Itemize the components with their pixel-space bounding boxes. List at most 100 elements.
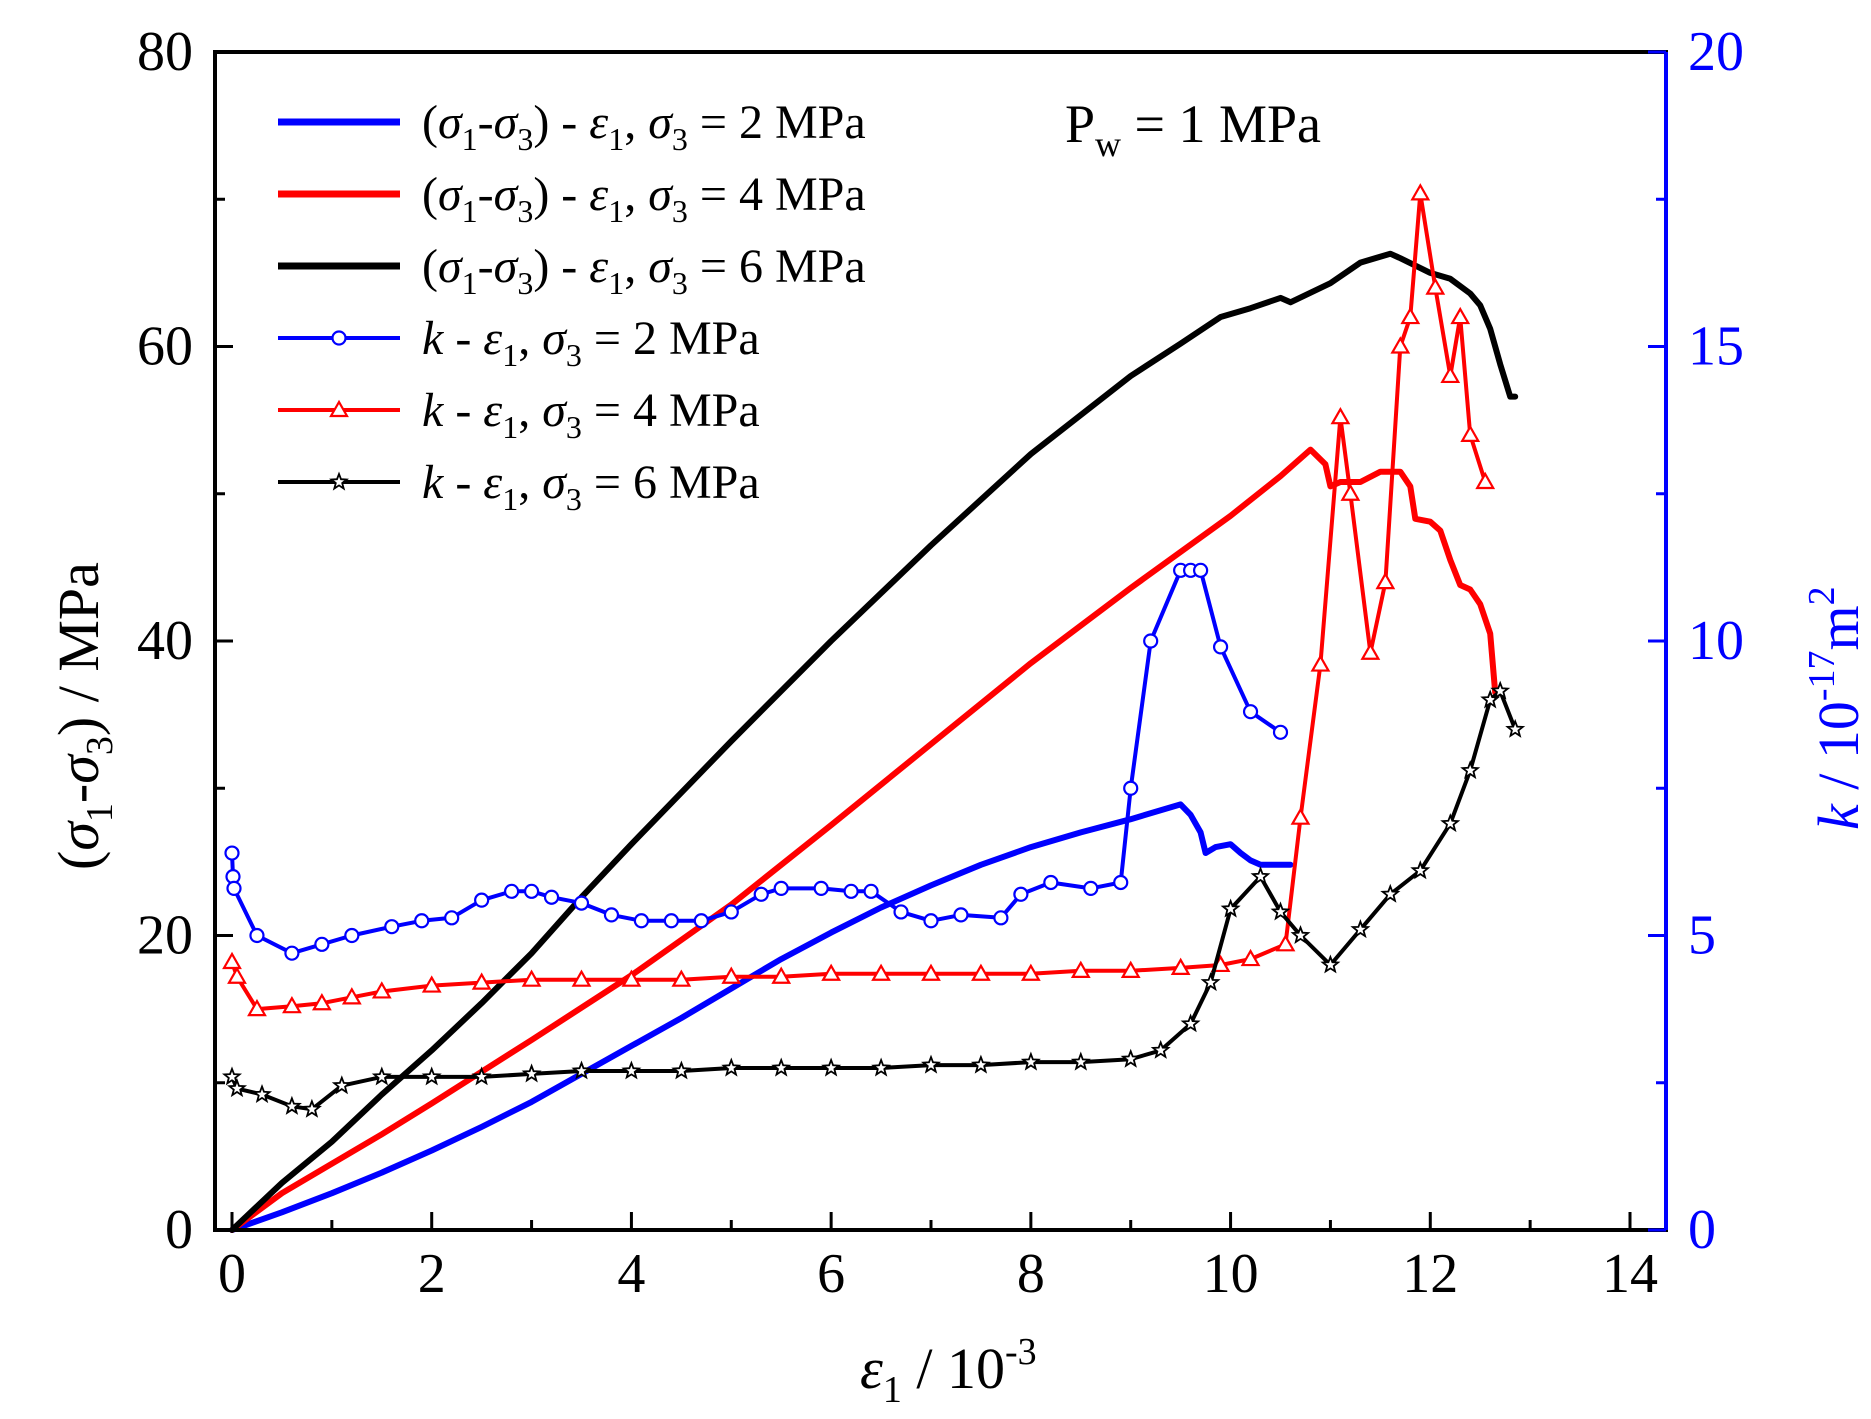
- plot-lines: [221, 183, 1526, 1233]
- legend-label: k - ε1, σ3 = 6 MPa: [422, 456, 760, 517]
- data-point: [251, 1083, 273, 1104]
- data-point: [821, 1057, 842, 1077]
- data-point: [1475, 471, 1496, 490]
- legend: (σ1-σ3) - ε1, σ3 = 2 MPa (σ1-σ3) - ε1, σ3…: [278, 96, 866, 517]
- series-6: [221, 680, 1526, 1118]
- data-point: [571, 1060, 592, 1080]
- legend-item: (σ1-σ3) - ε1, σ3 = 6 MPa: [278, 240, 866, 301]
- legend-marker: [331, 330, 347, 346]
- data-point: [771, 966, 792, 984]
- data-point: [573, 895, 590, 911]
- data-point: [1310, 654, 1331, 672]
- data-point: [1440, 365, 1461, 384]
- data-point: [1290, 924, 1311, 945]
- data-point: [1490, 680, 1511, 700]
- annotation-pw: Pw = 1 MPa: [1065, 94, 1321, 164]
- svg-text:(σ1-σ3) / MPa: (σ1-σ3) / MPa: [46, 562, 121, 870]
- data-point: [663, 913, 679, 929]
- data-point: [444, 910, 460, 926]
- series-line: [229, 250, 1519, 1233]
- data-point: [1083, 880, 1099, 896]
- data-point: [771, 1057, 792, 1077]
- data-point: [953, 907, 969, 923]
- data-point: [1410, 183, 1431, 201]
- data-point: [471, 1066, 492, 1086]
- svg-text:Pw = 1 MPa: Pw = 1 MPa: [1065, 94, 1321, 164]
- data-point: [301, 1098, 322, 1118]
- axis-ticks: 0 2 4 6 8 10 12 14 0 20 40 60 80 0 5 10 15 20: [137, 21, 1744, 1305]
- x-axis-label: ε1 / 10-3: [860, 1331, 1037, 1411]
- data-point: [504, 883, 520, 899]
- data-point: [1390, 336, 1411, 354]
- series-line: [229, 801, 1294, 1233]
- data-point: [421, 975, 442, 993]
- data-point: [1070, 960, 1091, 978]
- data-point: [1270, 901, 1291, 921]
- data-point: [226, 880, 242, 896]
- legend-marker: [329, 399, 349, 418]
- y-left-tick-label: 80: [137, 21, 193, 83]
- legend-label: (σ1-σ3) - ε1, σ3 = 6 MPa: [422, 240, 866, 301]
- data-point: [1460, 424, 1481, 442]
- data-point: [341, 987, 362, 1005]
- data-point: [247, 998, 267, 1017]
- data-point: [227, 966, 247, 984]
- legend-label: k - ε1, σ3 = 2 MPa: [422, 312, 760, 373]
- series-line: [229, 446, 1499, 1233]
- data-point: [1123, 780, 1139, 796]
- data-point: [1013, 886, 1029, 902]
- data-point: [1380, 883, 1401, 903]
- data-point: [1250, 866, 1271, 886]
- series-line: [230, 689, 1518, 1112]
- data-point: [721, 966, 742, 984]
- data-point: [621, 1060, 642, 1080]
- data-point: [813, 880, 829, 896]
- series-line: [230, 191, 1488, 1012]
- data-point: [371, 981, 392, 999]
- data-point: [1320, 954, 1341, 974]
- x-tick-label: 6: [817, 1243, 845, 1305]
- legend-marker: [329, 471, 349, 491]
- data-point: [1375, 571, 1396, 590]
- data-point: [1275, 934, 1296, 952]
- data-point: [1410, 860, 1431, 880]
- series-5: [222, 183, 1496, 1017]
- data-point: [311, 993, 332, 1011]
- data-point: [1150, 1039, 1171, 1059]
- data-point: [1120, 1048, 1141, 1068]
- legend-label: k - ε1, σ3 = 4 MPa: [422, 384, 760, 445]
- y-right-tick-label: 15: [1688, 316, 1744, 378]
- svg-text:ε1 / 10-3: ε1 / 10-3: [860, 1331, 1037, 1411]
- data-point: [1193, 562, 1209, 578]
- data-point: [863, 883, 879, 899]
- data-point: [671, 1060, 692, 1080]
- series-2: [229, 446, 1499, 1233]
- data-point: [723, 904, 739, 920]
- data-point: [1360, 642, 1381, 660]
- y-left-tick-label: 20: [137, 905, 193, 967]
- data-point: [1113, 874, 1129, 891]
- data-point: [603, 907, 620, 923]
- data-point: [414, 913, 430, 929]
- data-point: [474, 892, 490, 908]
- data-point: [331, 1075, 352, 1095]
- data-point: [1180, 1013, 1201, 1033]
- y-left-axis-label: (σ1-σ3) / MPa: [46, 562, 121, 870]
- legend-item: k - ε1, σ3 = 4 MPa: [278, 384, 760, 445]
- series-4: [224, 562, 1289, 961]
- data-point: [1460, 760, 1481, 780]
- data-point: [1070, 1051, 1091, 1071]
- svg-text:k / 10-17m2: k / 10-17m2: [1801, 586, 1871, 830]
- data-point: [1240, 948, 1261, 967]
- data-point: [821, 963, 842, 981]
- data-point: [1272, 724, 1289, 740]
- y-right-axis-label: k / 10-17m2: [1801, 586, 1871, 830]
- y-left-tick-label: 60: [137, 316, 193, 378]
- data-point: [571, 969, 592, 987]
- data-point: [671, 969, 692, 987]
- series-3: [229, 250, 1519, 1233]
- y-right-tick-label: 20: [1688, 21, 1744, 83]
- data-point: [1242, 704, 1259, 720]
- x-tick-label: 12: [1402, 1243, 1458, 1305]
